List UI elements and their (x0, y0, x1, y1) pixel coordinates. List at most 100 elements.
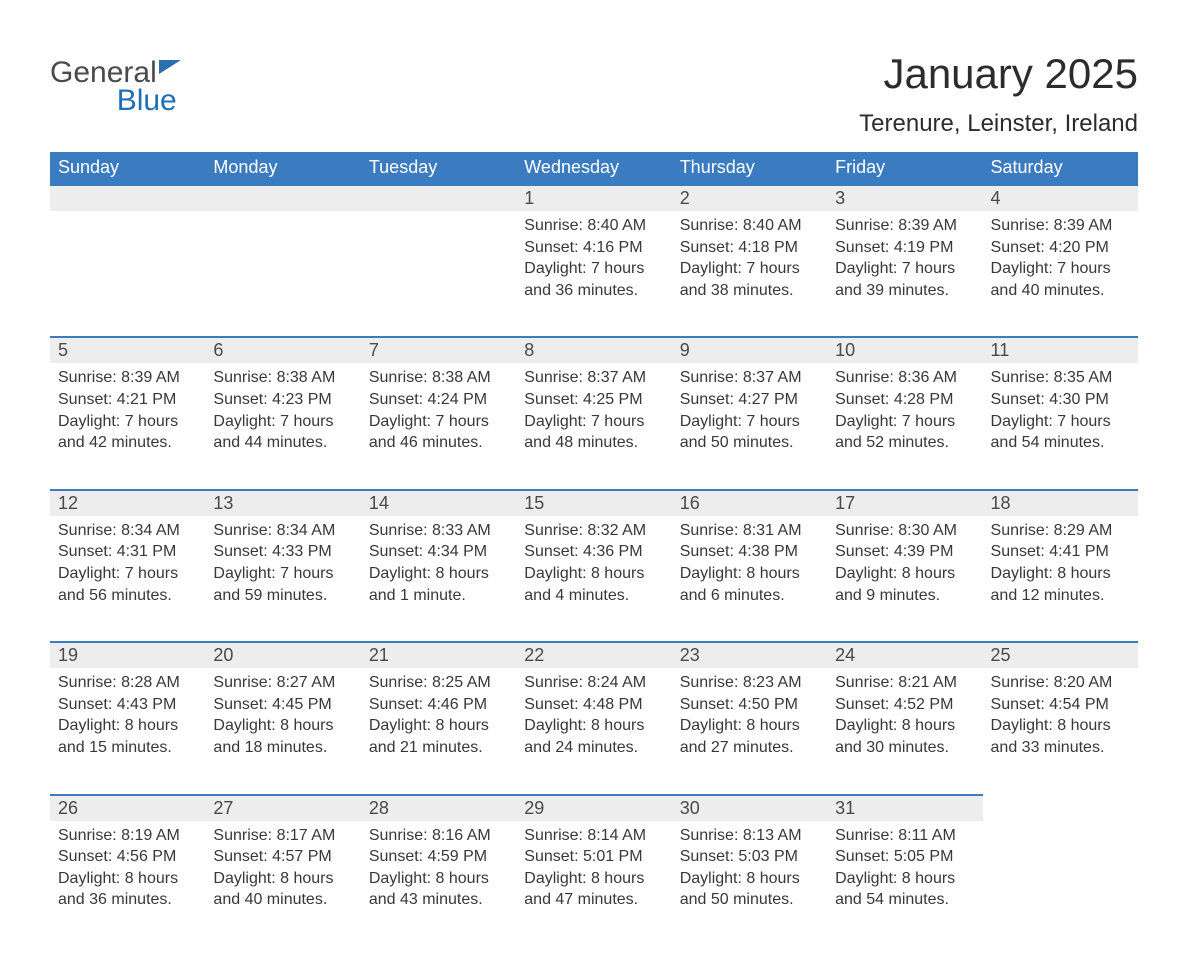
week-spacer (50, 614, 1138, 642)
sunset-text: Sunset: 4:50 PM (680, 694, 819, 716)
daylight-text: Daylight: 8 hours and 18 minutes. (213, 715, 352, 758)
daylight-text: Daylight: 8 hours and 50 minutes. (680, 868, 819, 911)
sunset-text: Sunset: 4:34 PM (369, 541, 508, 563)
day-number: 30 (672, 795, 827, 821)
day-cell (205, 211, 360, 309)
daylight-text: Daylight: 8 hours and 33 minutes. (991, 715, 1130, 758)
week-daynum-row: 19202122232425 (50, 642, 1138, 668)
daylight-text: Daylight: 8 hours and 30 minutes. (835, 715, 974, 758)
day-cell: Sunrise: 8:36 AMSunset: 4:28 PMDaylight:… (827, 363, 982, 461)
sunset-text: Sunset: 4:30 PM (991, 389, 1130, 411)
sunset-text: Sunset: 5:01 PM (524, 846, 663, 868)
sunset-text: Sunset: 5:05 PM (835, 846, 974, 868)
calendar-head: SundayMondayTuesdayWednesdayThursdayFrid… (50, 152, 1138, 185)
sunset-text: Sunset: 4:59 PM (369, 846, 508, 868)
day-cell: Sunrise: 8:37 AMSunset: 4:27 PMDaylight:… (672, 363, 827, 461)
calendar-table: SundayMondayTuesdayWednesdayThursdayFrid… (50, 152, 1138, 919)
day-cell: Sunrise: 8:11 AMSunset: 5:05 PMDaylight:… (827, 821, 982, 919)
day-cell: Sunrise: 8:39 AMSunset: 4:19 PMDaylight:… (827, 211, 982, 309)
day-cell: Sunrise: 8:37 AMSunset: 4:25 PMDaylight:… (516, 363, 671, 461)
sunrise-text: Sunrise: 8:34 AM (58, 520, 197, 542)
day-number: 29 (516, 795, 671, 821)
day-empty (983, 795, 1138, 821)
day-cell: Sunrise: 8:14 AMSunset: 5:01 PMDaylight:… (516, 821, 671, 919)
day-number: 13 (205, 490, 360, 516)
day-number: 28 (361, 795, 516, 821)
sunrise-text: Sunrise: 8:40 AM (524, 215, 663, 237)
sunset-text: Sunset: 5:03 PM (680, 846, 819, 868)
daylight-text: Daylight: 7 hours and 46 minutes. (369, 411, 508, 454)
day-number: 20 (205, 642, 360, 668)
day-empty (205, 185, 360, 211)
day-cell: Sunrise: 8:25 AMSunset: 4:46 PMDaylight:… (361, 668, 516, 766)
sunset-text: Sunset: 4:25 PM (524, 389, 663, 411)
day-number: 25 (983, 642, 1138, 668)
week-daynum-row: 12131415161718 (50, 490, 1138, 516)
daylight-text: Daylight: 8 hours and 9 minutes. (835, 563, 974, 606)
location-text: Terenure, Leinster, Ireland (859, 110, 1138, 138)
day-number: 8 (516, 337, 671, 363)
sunset-text: Sunset: 4:31 PM (58, 541, 197, 563)
sunrise-text: Sunrise: 8:13 AM (680, 825, 819, 847)
sunset-text: Sunset: 4:28 PM (835, 389, 974, 411)
day-cell: Sunrise: 8:32 AMSunset: 4:36 PMDaylight:… (516, 516, 671, 614)
sunset-text: Sunset: 4:24 PM (369, 389, 508, 411)
sunrise-text: Sunrise: 8:40 AM (680, 215, 819, 237)
calendar-body: 1234Sunrise: 8:40 AMSunset: 4:16 PMDayli… (50, 185, 1138, 919)
day-number: 5 (50, 337, 205, 363)
sunrise-text: Sunrise: 8:30 AM (835, 520, 974, 542)
sunrise-text: Sunrise: 8:25 AM (369, 672, 508, 694)
day-number: 22 (516, 642, 671, 668)
sunrise-text: Sunrise: 8:24 AM (524, 672, 663, 694)
day-cell: Sunrise: 8:38 AMSunset: 4:24 PMDaylight:… (361, 363, 516, 461)
sunrise-text: Sunrise: 8:33 AM (369, 520, 508, 542)
sunset-text: Sunset: 4:38 PM (680, 541, 819, 563)
day-header-row: SundayMondayTuesdayWednesdayThursdayFrid… (50, 152, 1138, 185)
week-spacer (50, 309, 1138, 337)
sunrise-text: Sunrise: 8:37 AM (680, 367, 819, 389)
daylight-text: Daylight: 7 hours and 54 minutes. (991, 411, 1130, 454)
day-header: Thursday (672, 152, 827, 185)
day-cell: Sunrise: 8:29 AMSunset: 4:41 PMDaylight:… (983, 516, 1138, 614)
day-header: Tuesday (361, 152, 516, 185)
day-header: Wednesday (516, 152, 671, 185)
week-daynum-row: 1234 (50, 185, 1138, 211)
sunrise-text: Sunrise: 8:16 AM (369, 825, 508, 847)
flag-icon (159, 60, 181, 74)
day-empty (50, 185, 205, 211)
sunrise-text: Sunrise: 8:36 AM (835, 367, 974, 389)
daylight-text: Daylight: 7 hours and 52 minutes. (835, 411, 974, 454)
day-cell: Sunrise: 8:23 AMSunset: 4:50 PMDaylight:… (672, 668, 827, 766)
day-cell: Sunrise: 8:34 AMSunset: 4:31 PMDaylight:… (50, 516, 205, 614)
sunrise-text: Sunrise: 8:23 AM (680, 672, 819, 694)
day-number: 26 (50, 795, 205, 821)
day-number: 31 (827, 795, 982, 821)
day-number: 27 (205, 795, 360, 821)
sunrise-text: Sunrise: 8:14 AM (524, 825, 663, 847)
day-number: 18 (983, 490, 1138, 516)
week-body-row: Sunrise: 8:34 AMSunset: 4:31 PMDaylight:… (50, 516, 1138, 614)
day-number: 2 (672, 185, 827, 211)
daylight-text: Daylight: 7 hours and 56 minutes. (58, 563, 197, 606)
sunset-text: Sunset: 4:21 PM (58, 389, 197, 411)
day-number: 4 (983, 185, 1138, 211)
sunrise-text: Sunrise: 8:20 AM (991, 672, 1130, 694)
daylight-text: Daylight: 7 hours and 39 minutes. (835, 258, 974, 301)
header: General Blue January 2025 Terenure, Lein… (50, 50, 1138, 148)
daylight-text: Daylight: 7 hours and 36 minutes. (524, 258, 663, 301)
daylight-text: Daylight: 7 hours and 48 minutes. (524, 411, 663, 454)
sunrise-text: Sunrise: 8:19 AM (58, 825, 197, 847)
day-cell: Sunrise: 8:40 AMSunset: 4:16 PMDaylight:… (516, 211, 671, 309)
day-cell: Sunrise: 8:40 AMSunset: 4:18 PMDaylight:… (672, 211, 827, 309)
day-cell: Sunrise: 8:39 AMSunset: 4:21 PMDaylight:… (50, 363, 205, 461)
daylight-text: Daylight: 8 hours and 24 minutes. (524, 715, 663, 758)
day-number: 6 (205, 337, 360, 363)
day-number: 16 (672, 490, 827, 516)
sunset-text: Sunset: 4:46 PM (369, 694, 508, 716)
sunset-text: Sunset: 4:20 PM (991, 237, 1130, 259)
sunset-text: Sunset: 4:56 PM (58, 846, 197, 868)
day-cell: Sunrise: 8:33 AMSunset: 4:34 PMDaylight:… (361, 516, 516, 614)
sunrise-text: Sunrise: 8:37 AM (524, 367, 663, 389)
day-number: 19 (50, 642, 205, 668)
sunrise-text: Sunrise: 8:11 AM (835, 825, 974, 847)
